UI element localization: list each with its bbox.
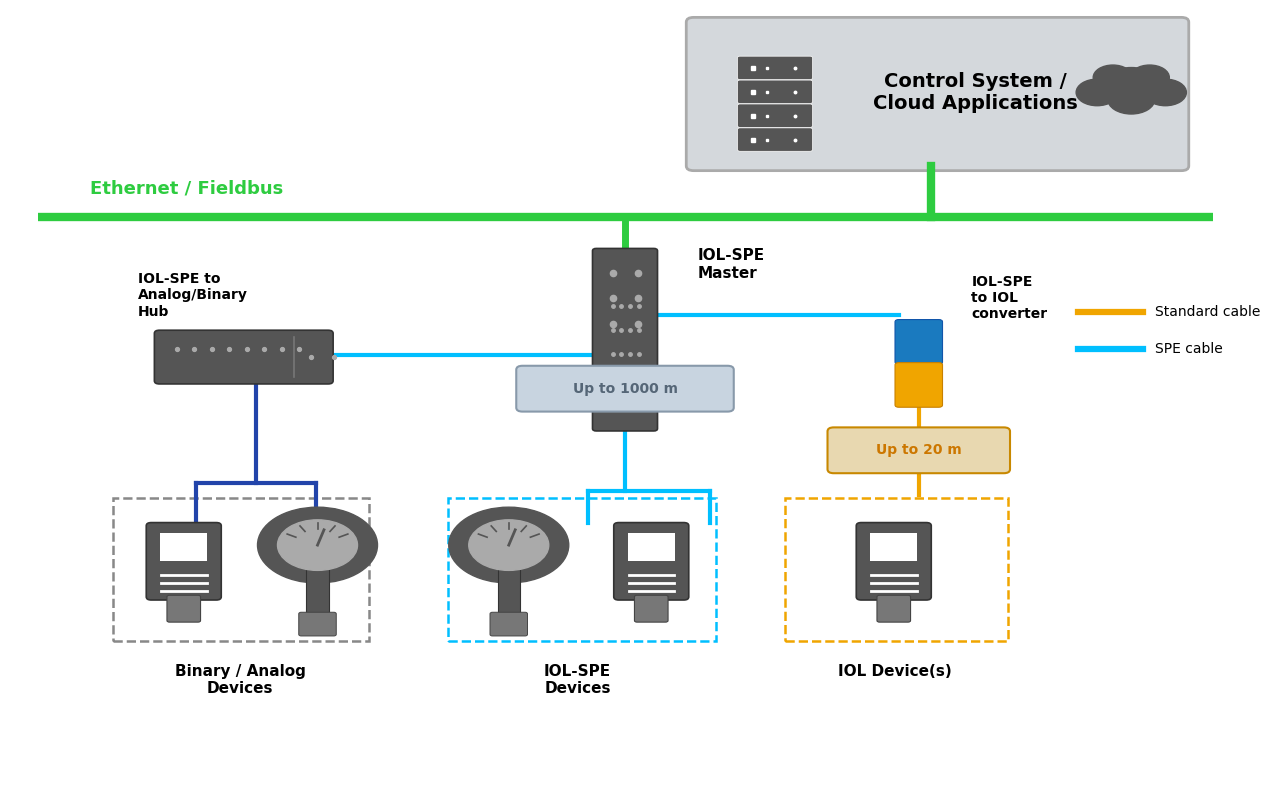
Text: Ethernet / Fieldbus: Ethernet / Fieldbus (90, 179, 283, 198)
FancyBboxPatch shape (737, 104, 813, 127)
FancyBboxPatch shape (628, 533, 675, 561)
FancyBboxPatch shape (737, 128, 813, 152)
Circle shape (1102, 68, 1160, 104)
FancyBboxPatch shape (827, 427, 1010, 473)
FancyBboxPatch shape (737, 80, 813, 103)
FancyBboxPatch shape (895, 363, 942, 408)
FancyBboxPatch shape (877, 596, 910, 623)
Circle shape (449, 507, 568, 583)
FancyBboxPatch shape (613, 523, 689, 600)
Text: Standard cable: Standard cable (1155, 305, 1261, 319)
FancyBboxPatch shape (498, 566, 520, 615)
FancyBboxPatch shape (155, 330, 333, 384)
FancyBboxPatch shape (490, 612, 527, 636)
Circle shape (1144, 79, 1187, 106)
Text: SPE cable: SPE cable (1155, 342, 1222, 356)
FancyBboxPatch shape (737, 56, 813, 80)
FancyBboxPatch shape (306, 566, 329, 615)
FancyBboxPatch shape (516, 366, 733, 412)
Circle shape (278, 520, 357, 570)
FancyBboxPatch shape (856, 523, 932, 600)
Text: IOL-SPE
Master: IOL-SPE Master (698, 248, 764, 281)
FancyBboxPatch shape (870, 533, 918, 561)
Text: IOL-SPE to
Analog/Binary
Hub: IOL-SPE to Analog/Binary Hub (137, 273, 247, 318)
Text: IOL Device(s): IOL Device(s) (838, 664, 952, 679)
Text: Control System /
Cloud Applications: Control System / Cloud Applications (873, 72, 1078, 113)
FancyBboxPatch shape (895, 320, 942, 364)
Circle shape (257, 507, 378, 583)
FancyBboxPatch shape (298, 612, 337, 636)
Text: IOL-SPE
Devices: IOL-SPE Devices (544, 664, 611, 696)
FancyBboxPatch shape (686, 17, 1189, 171)
FancyBboxPatch shape (146, 523, 221, 600)
FancyBboxPatch shape (593, 248, 658, 431)
Text: Up to 1000 m: Up to 1000 m (572, 382, 677, 396)
Circle shape (468, 520, 549, 570)
FancyBboxPatch shape (635, 596, 668, 623)
Circle shape (1130, 65, 1170, 90)
FancyBboxPatch shape (160, 533, 207, 561)
Text: IOL-SPE
to IOL
converter: IOL-SPE to IOL converter (972, 275, 1047, 321)
Circle shape (1076, 79, 1119, 106)
Circle shape (1093, 65, 1133, 90)
Text: Up to 20 m: Up to 20 m (876, 443, 961, 457)
Circle shape (1107, 84, 1155, 114)
FancyBboxPatch shape (596, 372, 654, 389)
Text: Binary / Analog
Devices: Binary / Analog Devices (174, 664, 306, 696)
FancyBboxPatch shape (166, 596, 201, 623)
